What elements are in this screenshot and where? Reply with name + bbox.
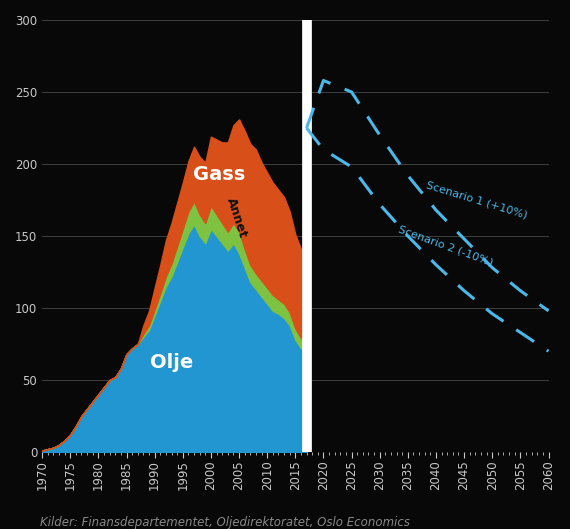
Text: Kilder: Finansdepartementet, Oljedirektoratet, Oslo Economics: Kilder: Finansdepartementet, Oljedirekto… (40, 516, 410, 529)
Text: Annet: Annet (223, 195, 249, 239)
Text: Scenario 1 (+10%): Scenario 1 (+10%) (425, 180, 528, 220)
Text: Gass: Gass (193, 165, 246, 184)
Text: Scenario 2 (-10%): Scenario 2 (-10%) (397, 224, 494, 268)
Text: Olje: Olje (150, 353, 193, 372)
